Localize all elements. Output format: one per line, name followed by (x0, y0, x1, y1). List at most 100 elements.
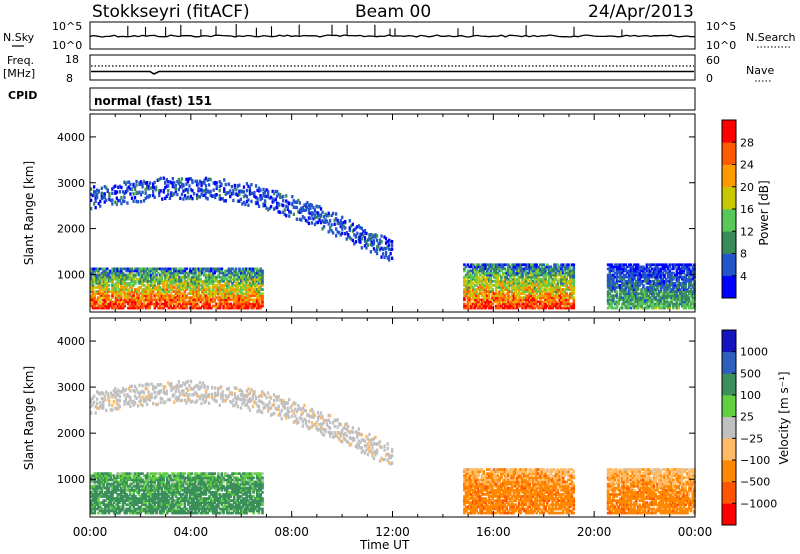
echo-cell (165, 275, 169, 279)
echo-cell (178, 302, 181, 306)
echo-cell (473, 292, 477, 295)
echo-cell (533, 294, 537, 298)
echo-cell (286, 207, 289, 211)
echo-cell (102, 267, 105, 271)
echo-cell (629, 284, 633, 287)
echo-cell (682, 298, 686, 302)
echo-cell (127, 509, 130, 513)
echo-cell (624, 304, 627, 308)
echo-cell (496, 273, 500, 277)
echo-cell (539, 269, 542, 273)
echo-cell (263, 199, 267, 203)
echo-cell (231, 277, 234, 281)
echo-cell (563, 282, 567, 285)
echo-cell (640, 306, 643, 310)
echo-cell (558, 294, 561, 298)
echo-cell (636, 263, 640, 267)
echo-cell (121, 491, 125, 494)
echo-cell (148, 509, 151, 513)
echo-cell (227, 282, 231, 285)
echo-cell (210, 290, 213, 293)
power-colorbar-label: Power [dB] (757, 180, 771, 245)
echo-cell (368, 237, 371, 241)
echo-cell (673, 263, 677, 267)
echo-cell (663, 273, 666, 277)
echo-cell (473, 290, 477, 293)
echo-cell (250, 275, 254, 279)
echo-cell (567, 267, 570, 271)
echo-cell (666, 265, 670, 269)
echo-cell (682, 265, 686, 269)
echo-cell (510, 267, 514, 271)
echo-cell (248, 290, 252, 293)
echo-cell (255, 294, 259, 298)
echo-cell (107, 304, 111, 308)
echo-cell (526, 290, 530, 293)
echo-cell (606, 300, 610, 304)
echo-cell (114, 478, 118, 482)
echo-cell (137, 271, 141, 275)
echo-cell (220, 286, 224, 289)
echo-cell (675, 288, 679, 291)
echo-cell (274, 197, 277, 202)
echo-cell (542, 263, 546, 267)
echo-cell (486, 298, 489, 302)
echo-cell (516, 279, 519, 283)
echo-cell (236, 286, 240, 289)
echo-cell (102, 472, 105, 475)
echo-cell (257, 290, 261, 293)
echo-cell (645, 273, 649, 277)
echo-cell (176, 294, 180, 298)
echo-cell (98, 503, 102, 507)
echo-cell (194, 282, 197, 285)
echo-cell (211, 275, 215, 279)
echo-cell (335, 217, 338, 221)
echo-cell (127, 488, 130, 492)
echo-cell (680, 290, 684, 293)
echo-cell (620, 292, 624, 295)
echo-cell (158, 189, 161, 193)
echo-cell (135, 290, 139, 293)
echo-cell (234, 273, 238, 277)
echo-cell (640, 302, 643, 306)
echo-cell (505, 277, 508, 281)
echo-cell (672, 265, 675, 269)
echo-cell (535, 296, 538, 300)
echo-cell (105, 493, 109, 496)
echo-cell (551, 286, 554, 289)
echo-cell (533, 306, 537, 310)
echo-cell (617, 286, 620, 289)
echo-cell (315, 204, 318, 208)
echo-cell (670, 296, 673, 300)
echo-cell (104, 495, 107, 498)
echo-cell (556, 286, 560, 289)
echo-cell (125, 488, 128, 492)
echo-cell (654, 302, 657, 306)
echo-cell (686, 271, 689, 275)
echo-cell (115, 190, 118, 194)
echo-cell (524, 306, 528, 310)
echo-cell (501, 288, 505, 291)
echo-cell (137, 493, 141, 496)
echo-cell (679, 292, 682, 295)
echo-cell (663, 282, 666, 285)
echo-cell (645, 267, 649, 271)
echo-cell (496, 263, 500, 267)
echo-cell (150, 300, 153, 304)
echo-cell (691, 292, 695, 295)
echo-cell (146, 273, 150, 277)
echo-cell (148, 488, 151, 492)
echo-cell (680, 277, 684, 281)
echo-cell (148, 290, 151, 293)
echo-cell (135, 503, 139, 507)
echo-cell (213, 290, 217, 293)
echo-cell (128, 269, 132, 273)
echo-cell (643, 288, 647, 291)
echo-cell (105, 486, 109, 490)
echo-cell (470, 304, 473, 308)
echo-cell (141, 478, 144, 482)
echo-cell (132, 300, 135, 304)
echo-cell (255, 269, 259, 273)
echo-cell (675, 302, 679, 306)
echo-cell (612, 267, 615, 271)
